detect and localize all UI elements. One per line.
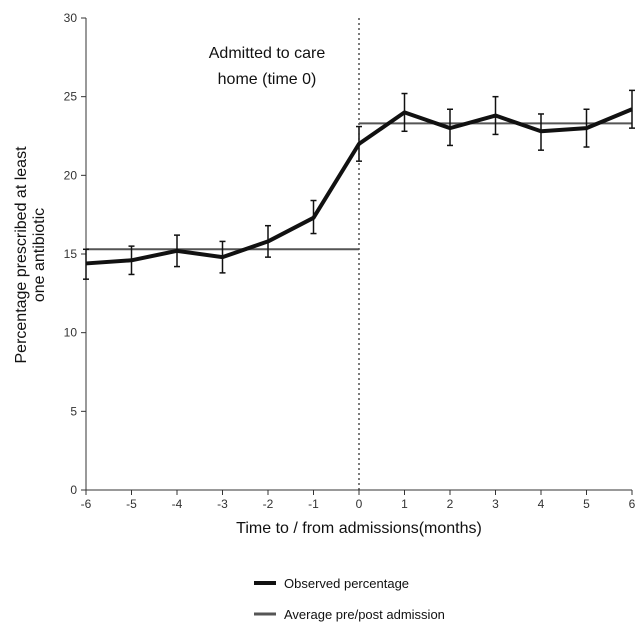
x-tick-label: 5 (583, 497, 590, 511)
x-tick-label: 4 (538, 497, 545, 511)
x-tick-label: -2 (263, 497, 274, 511)
y-tick-label: 20 (64, 168, 78, 182)
y-axis-title: Percentage prescribed at least one antib… (13, 146, 48, 364)
y-tick-label: 0 (70, 483, 77, 497)
y-tick-label: 30 (64, 11, 78, 25)
x-axis-ticks: -6 -5 -4 -3 -2 -1 0 1 2 3 4 5 6 (81, 490, 636, 511)
x-tick-label: 3 (492, 497, 499, 511)
annotation-line-2: home (time 0) (218, 71, 317, 88)
x-tick-label: -3 (217, 497, 228, 511)
y-tick-label: 10 (64, 326, 78, 340)
y-tick-label: 15 (64, 247, 78, 261)
legend: Observed percentage Average pre/post adm… (254, 576, 445, 622)
x-tick-label: -6 (81, 497, 92, 511)
x-tick-label: 2 (447, 497, 454, 511)
x-tick-label: -5 (126, 497, 137, 511)
y-tick-label: 5 (70, 404, 77, 418)
y-axis-title-line-1: Percentage prescribed at least (13, 146, 30, 364)
y-axis-title-line-2: one antibiotic (31, 208, 48, 302)
x-tick-label: 1 (401, 497, 408, 511)
observed-percentage-line (85, 107, 633, 266)
x-axis-title: Time to / from admissions(months) (236, 520, 482, 537)
x-tick-label: 6 (629, 497, 636, 511)
legend-label-observed: Observed percentage (284, 576, 409, 591)
legend-label-average: Average pre/post admission (284, 607, 445, 622)
y-axis-ticks: 0 5 10 15 20 25 30 (64, 11, 86, 497)
annotation-line-1: Admitted to care (209, 45, 326, 62)
x-tick-label: -4 (172, 497, 183, 511)
y-tick-label: 25 (64, 90, 78, 104)
x-tick-label: -1 (308, 497, 319, 511)
x-tick-label: 0 (356, 497, 363, 511)
